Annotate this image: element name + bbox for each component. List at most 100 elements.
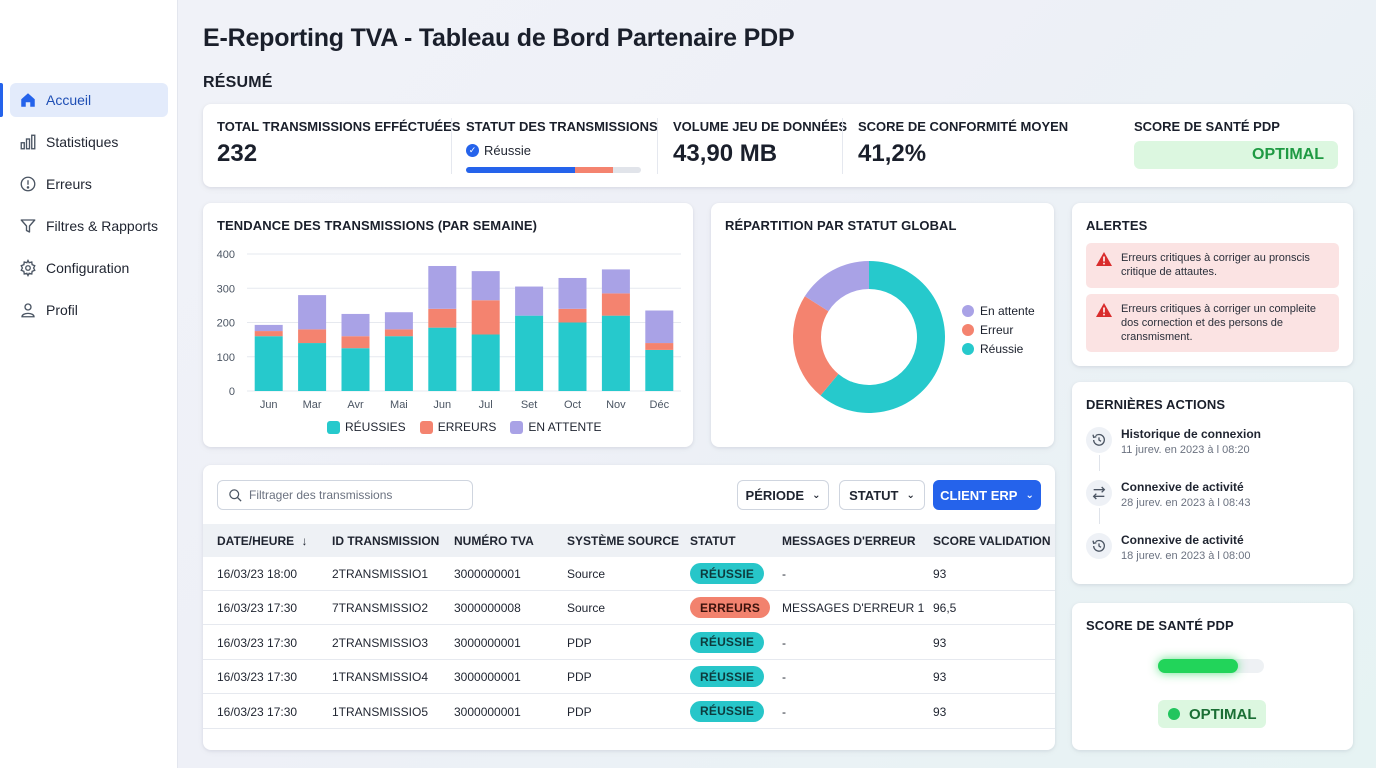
column-header-messages[interactable]: MESSAGES D'ERREUR	[782, 534, 916, 548]
legend-swatch	[962, 323, 974, 336]
legend-swatch	[419, 420, 433, 434]
kpi-label: SCORE DE CONFORMITÉ MOYEN	[858, 119, 1069, 134]
kpi-value: 43,90 MB	[673, 140, 778, 167]
table-row[interactable]: 16/03/23 17:30 1TRANSMISSIO5 3000000001 PDP…	[203, 695, 1055, 729]
kpi-conformity: SCORE DE CONFORMITÉ MOYEN 41,2%	[858, 119, 1068, 168]
health-status-label: OPTIMAL	[1189, 705, 1257, 723]
bar-segment-1	[254, 331, 283, 337]
cell-date: 16/03/23 18:00	[217, 567, 298, 581]
sidebar-item-erreurs[interactable]: Erreurs	[10, 167, 168, 201]
kpi-label: TOTAL TRANSMISSIONS EFFÉCTUÉES	[217, 119, 461, 134]
cell-message: -	[782, 567, 786, 581]
x-tick-label: Avr	[347, 399, 364, 411]
y-tick-label: 200	[217, 318, 235, 330]
bar-segment-0	[558, 322, 587, 391]
x-tick-label: Mai	[390, 399, 408, 411]
health-status-badge: OPTIMAL	[1158, 700, 1266, 728]
column-header-tva[interactable]: NUMÉRO TVA	[454, 534, 534, 548]
y-tick-label: 300	[217, 283, 235, 295]
alert-item[interactable]: Erreurs critiques à corriger un compleit…	[1086, 294, 1339, 352]
x-tick-label: Mar	[303, 399, 322, 411]
table-row[interactable]: 16/03/23 17:30 7TRANSMISSIO2 3000000008 Sou…	[203, 591, 1055, 626]
column-header-source[interactable]: SYSTÈME SOURCE	[567, 534, 680, 548]
legend-item-error: ERREURS	[419, 420, 496, 434]
table-row[interactable]: 16/03/23 17:30 1TRANSMISSIO4 3000000001 PDP…	[203, 660, 1055, 695]
legend-label: EN ATTENTE	[528, 420, 602, 434]
bar-segment-2	[341, 313, 370, 337]
bar-segment-2	[645, 310, 674, 344]
bar-segment-2	[254, 324, 283, 332]
kpi-status: STATUT DES TRANSMISSIONS ✓ Réussie	[466, 119, 658, 173]
kpi-value: 41,2%	[858, 140, 927, 167]
dropdown-label: STATUT	[849, 487, 899, 503]
action-item[interactable]: Historique de connexion 11 jurev. en 202…	[1086, 427, 1261, 456]
cell-score: 93	[933, 670, 947, 685]
cell-tva: 3000000001	[454, 670, 521, 685]
health-badge: OPTIMAL	[1134, 141, 1338, 169]
status-dropdown[interactable]: STATUT ⌄	[839, 480, 925, 510]
cell-date: 16/03/23 17:30	[217, 670, 298, 685]
status-badge: RÉUSSIE	[690, 563, 765, 584]
status-badge: RÉUSSIE	[690, 700, 765, 722]
client-erp-dropdown[interactable]: CLIENT ERP ⌄	[933, 480, 1041, 510]
alert-text: Erreurs critiques à corriger au pronscis…	[1121, 252, 1310, 278]
column-header-date[interactable]: DATE/HEURE ↓	[217, 534, 307, 548]
sidebar-item-label: Erreurs	[46, 176, 92, 192]
cell-score: 96,5	[933, 601, 957, 616]
sidebar-item-accueil[interactable]: Accueil	[0, 83, 168, 117]
status-bar-pending	[613, 167, 641, 173]
sidebar-item-statistiques[interactable]: Statistiques	[10, 125, 168, 159]
status-badge: RÉUSSIE	[690, 631, 765, 653]
period-dropdown[interactable]: PÉRIODE ⌄	[737, 480, 829, 510]
legend-swatch	[962, 304, 974, 317]
column-header-score[interactable]: SCORE VALIDATION	[933, 534, 1051, 548]
status-progress-bar	[466, 167, 641, 173]
legend-label: Réussie	[980, 341, 1024, 356]
table-row[interactable]: 16/03/23 17:30 2TRANSMISSIO3 3000000001 PDP…	[203, 626, 1055, 660]
column-header-label: DATE/HEURE	[217, 534, 295, 548]
x-tick-label: Nov	[606, 399, 626, 411]
legend-swatch	[962, 342, 974, 355]
alert-item[interactable]: Erreurs critiques à corriger au pronscis…	[1086, 243, 1339, 288]
column-header-status[interactable]: STATUT	[690, 534, 736, 548]
check-circle-icon: ✓	[466, 144, 479, 157]
sidebar-item-filtres-rapports[interactable]: Filtres & Rapports	[10, 209, 168, 243]
divider	[657, 118, 658, 174]
table-row[interactable]: 16/03/23 18:00 2TRANSMISSIO1 3000000001 Sou…	[203, 557, 1055, 591]
bar-chart-icon	[18, 132, 38, 152]
health-score-card: SCORE DE SANTÉ PDP OPTIMAL	[1072, 603, 1353, 750]
alerts-title: ALERTES	[1086, 218, 1148, 233]
timeline-connector	[1099, 508, 1100, 524]
legend-swatch	[510, 420, 524, 434]
donut-legend-item-pending: En attente	[962, 304, 1035, 318]
table-header: DATE/HEURE ↓ ID TRANSMISSION NUMÉRO TVA …	[203, 524, 1055, 557]
bar-segment-1	[601, 293, 630, 316]
chevron-down-icon: ⌄	[906, 489, 915, 501]
action-item[interactable]: Connexive de activité 18 jurev. en 2023 …	[1086, 533, 1250, 562]
action-item[interactable]: Connexive de activité 28 jurev. en 2023 …	[1086, 480, 1250, 509]
health-progress-bar	[1158, 659, 1264, 673]
bar-segment-0	[428, 327, 457, 391]
cell-id: 1TRANSMISSIO4	[332, 670, 429, 685]
chevron-down-icon: ⌄	[1025, 489, 1034, 501]
column-header-id[interactable]: ID TRANSMISSION	[332, 534, 440, 548]
y-tick-label: 0	[229, 386, 235, 398]
sidebar-item-label: Accueil	[46, 92, 92, 108]
search-box[interactable]	[217, 480, 473, 510]
donut-legend-item-success: Réussie	[962, 341, 1035, 356]
sidebar-item-profil[interactable]: Profil	[10, 293, 168, 327]
health-score-title: SCORE DE SANTÉ PDP	[1086, 618, 1234, 633]
bar-segment-0	[341, 348, 370, 391]
alert-circle-icon	[18, 174, 38, 194]
bar-segment-2	[558, 277, 587, 309]
search-input[interactable]	[249, 488, 459, 502]
cell-date: 16/03/23 17:30	[217, 635, 298, 650]
status-badge: RÉUSSIE	[690, 666, 765, 688]
action-time: 18 jurev. en 2023 à l 08:00	[1121, 550, 1251, 562]
cell-tva: 3000000001	[454, 567, 521, 581]
sidebar-item-configuration[interactable]: Configuration	[10, 251, 168, 285]
history-icon	[1086, 427, 1112, 453]
trend-chart: 0 100 200 300 400 Jun Mar Avr Mai Jun Jul Set Oct Nov…	[217, 249, 681, 411]
cell-source: PDP	[567, 670, 592, 685]
cell-source: PDP	[567, 635, 592, 650]
